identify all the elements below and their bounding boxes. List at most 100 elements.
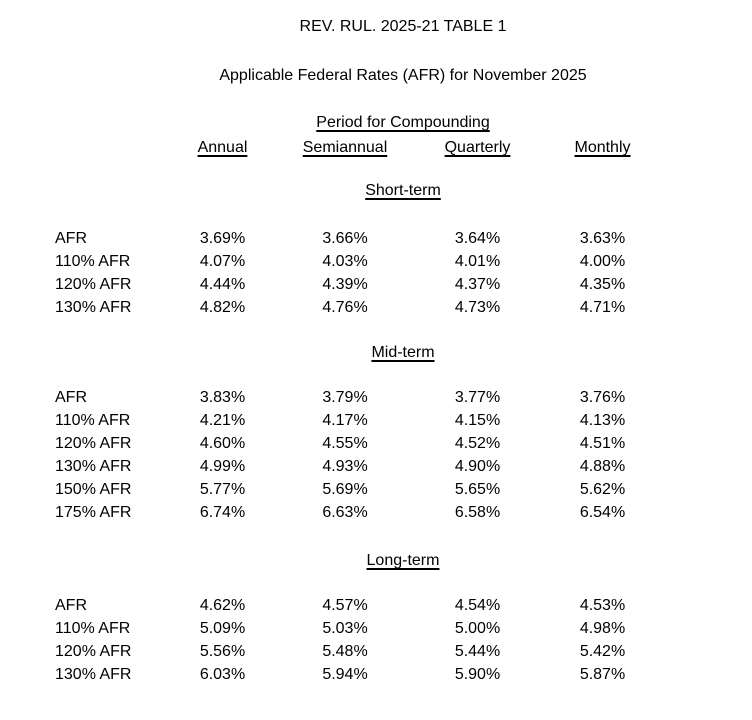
rate-value: 4.73%	[454, 299, 501, 316]
rate-value: 4.88%	[579, 458, 626, 475]
row-label: 120% AFR	[55, 276, 132, 293]
rate-value: 4.51%	[579, 435, 626, 452]
rate-value: 4.90%	[454, 458, 501, 475]
rate-value: 5.77%	[199, 481, 246, 498]
rate-value: 4.55%	[322, 435, 368, 452]
row-label: 130% AFR	[55, 458, 132, 475]
section-heading-mid-term: Mid-term	[54, 341, 752, 364]
rate-value: 5.03%	[322, 620, 368, 637]
rate-value: 4.15%	[454, 412, 501, 429]
rate-value: 5.62%	[579, 481, 626, 498]
table-row: 150% AFR 5.77% 5.69% 5.65% 5.62%	[55, 478, 660, 501]
column-header-monthly-text: Monthly	[574, 139, 631, 156]
rate-value: 4.62%	[199, 597, 246, 614]
rate-value: 4.54%	[454, 597, 501, 614]
table-row: 110% AFR 4.07% 4.03% 4.01% 4.00%	[55, 250, 660, 273]
rate-value: 3.76%	[579, 389, 626, 406]
table-row: 130% AFR 4.99% 4.93% 4.90% 4.88%	[55, 455, 660, 478]
section-heading-long-term-text: Long-term	[366, 552, 440, 569]
rate-value: 4.03%	[322, 253, 368, 270]
table-row: 120% AFR 4.44% 4.39% 4.37% 4.35%	[55, 273, 660, 296]
rate-value: 4.35%	[579, 276, 626, 293]
section-heading-mid-term-text: Mid-term	[371, 344, 435, 361]
row-label: 175% AFR	[55, 504, 132, 521]
rate-value: 5.94%	[322, 666, 368, 683]
rate-value: 4.39%	[322, 276, 368, 293]
rate-value: 4.98%	[579, 620, 626, 637]
rate-value: 5.00%	[454, 620, 501, 637]
table-row: AFR 3.83% 3.79% 3.77% 3.76%	[55, 386, 660, 409]
row-label: 110% AFR	[55, 620, 131, 637]
column-header-monthly: Monthly	[545, 136, 660, 159]
rate-value: 4.60%	[199, 435, 246, 452]
row-label: AFR	[55, 597, 87, 614]
rate-value: 3.66%	[322, 230, 368, 247]
row-label: 120% AFR	[55, 435, 132, 452]
page-subtitle: Applicable Federal Rates (AFR) for Novem…	[219, 67, 587, 84]
compounding-group-header: Period for Compounding	[54, 111, 752, 134]
rate-value: 4.99%	[199, 458, 246, 475]
rate-value: 5.09%	[199, 620, 246, 637]
table-row: AFR 4.62% 4.57% 4.54% 4.53%	[55, 594, 660, 617]
table-row: 110% AFR 4.21% 4.17% 4.15% 4.13%	[55, 409, 660, 432]
rate-value: 4.57%	[322, 597, 368, 614]
column-header-quarterly: Quarterly	[410, 136, 545, 159]
rate-value: 5.48%	[322, 643, 368, 660]
rate-value: 3.64%	[454, 230, 501, 247]
table-row: 175% AFR 6.74% 6.63% 6.58% 6.54%	[55, 501, 660, 524]
row-label: 130% AFR	[55, 299, 132, 316]
rate-value: 4.53%	[579, 597, 626, 614]
rate-value: 4.07%	[199, 253, 246, 270]
rate-value: 4.13%	[579, 412, 626, 429]
rate-value: 3.63%	[579, 230, 626, 247]
table-row: AFR 3.69% 3.66% 3.64% 3.63%	[55, 227, 660, 250]
rate-value: 4.93%	[322, 458, 368, 475]
row-label: 120% AFR	[55, 643, 132, 660]
rate-value: 5.87%	[579, 666, 626, 683]
rate-value: 4.82%	[199, 299, 246, 316]
table-row: 130% AFR 4.82% 4.76% 4.73% 4.71%	[55, 296, 660, 319]
rate-value: 4.00%	[579, 253, 626, 270]
section-heading-short-term-text: Short-term	[365, 182, 441, 199]
rate-value: 5.44%	[454, 643, 501, 660]
table-row: 110% AFR 5.09% 5.03% 5.00% 4.98%	[55, 617, 660, 640]
table-row: 120% AFR 5.56% 5.48% 5.44% 5.42%	[55, 640, 660, 663]
column-header-row: Annual Semiannual Quarterly Monthly	[55, 136, 660, 159]
column-header-spacer	[55, 136, 165, 159]
rate-value: 4.71%	[579, 299, 626, 316]
rate-value: 6.63%	[322, 504, 368, 521]
row-label: 110% AFR	[55, 253, 131, 270]
section-short-term-rows: AFR 3.69% 3.66% 3.64% 3.63% 110% AFR 4.0…	[0, 227, 752, 319]
section-heading-long-term: Long-term	[54, 549, 752, 572]
row-label: AFR	[55, 230, 87, 247]
rate-value: 3.77%	[454, 389, 501, 406]
rate-value: 4.44%	[199, 276, 246, 293]
table-row: 130% AFR 6.03% 5.94% 5.90% 5.87%	[55, 663, 660, 686]
row-label: 130% AFR	[55, 666, 132, 683]
section-heading-short-term: Short-term	[54, 179, 752, 202]
rate-value: 3.69%	[199, 230, 246, 247]
compounding-group-header-text: Period for Compounding	[316, 114, 490, 131]
rate-value: 5.56%	[199, 643, 246, 660]
rate-value: 4.21%	[199, 412, 246, 429]
column-header-semiannual: Semiannual	[280, 136, 410, 159]
rate-value: 4.52%	[454, 435, 501, 452]
row-label: 150% AFR	[55, 481, 132, 498]
rate-value: 4.37%	[454, 276, 501, 293]
rate-value: 4.17%	[322, 412, 368, 429]
row-label: AFR	[55, 389, 87, 406]
rate-value: 6.54%	[579, 504, 626, 521]
column-header-semiannual-text: Semiannual	[302, 139, 388, 156]
column-header-annual-text: Annual	[197, 139, 248, 156]
rate-value: 3.83%	[199, 389, 246, 406]
table-row: 120% AFR 4.60% 4.55% 4.52% 4.51%	[55, 432, 660, 455]
column-header-annual: Annual	[165, 136, 280, 159]
rate-value: 4.01%	[454, 253, 501, 270]
rate-value: 5.90%	[454, 666, 501, 683]
rate-value: 6.03%	[199, 666, 246, 683]
rate-value: 4.76%	[322, 299, 368, 316]
section-long-term-rows: AFR 4.62% 4.57% 4.54% 4.53% 110% AFR 5.0…	[0, 594, 752, 686]
rate-value: 5.42%	[579, 643, 626, 660]
rate-value: 5.65%	[454, 481, 501, 498]
